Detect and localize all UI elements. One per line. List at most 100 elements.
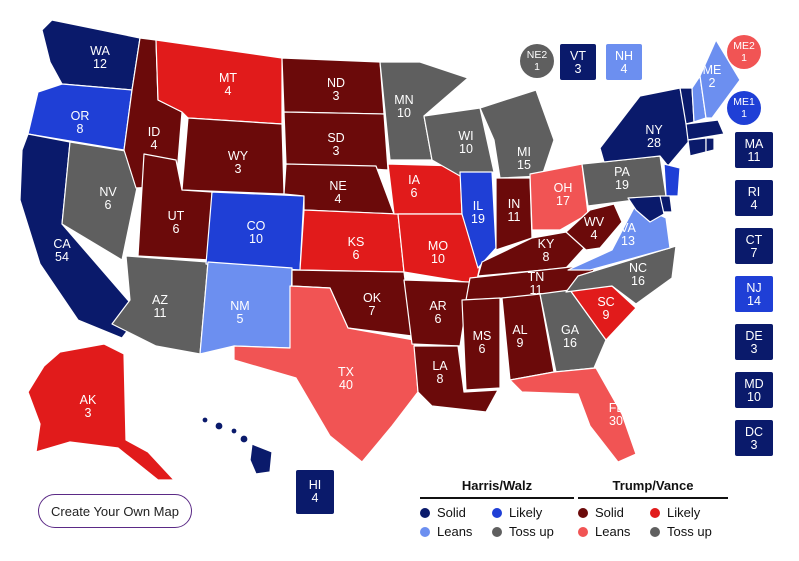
state-label-IL: IL 19 xyxy=(471,199,485,226)
state-labels: WA 12 OR 8 CA 54 NV 6 ID 4 MT 4 WY 3 UT 6 AZ 11 C… xyxy=(53,44,721,428)
state-MD[interactable] xyxy=(627,195,665,223)
state-label-OH: OH 17 xyxy=(554,181,573,208)
state-shapes xyxy=(19,19,741,481)
svg-text:CT7: CT 7 xyxy=(746,233,763,260)
svg-text:DE3: DE 3 xyxy=(745,329,762,356)
state-label-OR: OR 8 xyxy=(71,109,90,136)
state-label-UT: UT 6 xyxy=(168,209,185,236)
dem-likely-swatch xyxy=(492,507,502,518)
box-DE[interactable]: DE 3 xyxy=(735,324,773,360)
box-NH[interactable]: NH 4 xyxy=(606,44,642,80)
state-label-WY: WY 3 xyxy=(228,149,249,176)
state-label-WA: WA 12 xyxy=(90,44,110,71)
legend-trump-vance: Trump/Vance Solid Likely Leans Toss up xyxy=(578,478,728,539)
legend-harris-walz: Harris/Walz Solid Likely Leans Toss up xyxy=(420,478,574,539)
state-NC[interactable] xyxy=(565,245,677,305)
state-label-ME: ME 2 xyxy=(703,63,722,90)
box-MD[interactable]: MD 10 xyxy=(735,372,773,408)
state-label-VA: VA 13 xyxy=(620,221,636,248)
district-NE2[interactable]: NE2 1 xyxy=(520,44,554,78)
box-HI[interactable]: HI 4 xyxy=(296,470,334,514)
state-label-NC: NC 16 xyxy=(629,261,647,288)
state-label-MS: MS 6 xyxy=(473,329,492,356)
state-label-NY: NY 28 xyxy=(645,123,663,150)
state-HI[interactable] xyxy=(201,416,273,475)
state-label-MO: MO 10 xyxy=(428,239,448,266)
state-ME[interactable] xyxy=(699,39,741,119)
legend-dem-solid: Solid xyxy=(420,505,492,520)
state-label-PA: PA 19 xyxy=(614,165,630,192)
state-MS[interactable] xyxy=(461,297,501,391)
box-MA[interactable]: MA 11 xyxy=(735,132,773,168)
state-NJ[interactable] xyxy=(663,163,681,197)
svg-text:DC3: DC 3 xyxy=(745,425,763,452)
state-label-TN: TN 11 xyxy=(528,270,545,297)
create-your-own-map-button[interactable]: Create Your Own Map xyxy=(38,494,192,528)
legend-rep-title: Trump/Vance xyxy=(578,478,728,499)
state-label-AL: AL 9 xyxy=(512,323,527,350)
legend-dem-items: Solid Likely Leans Toss up xyxy=(420,505,574,539)
svg-text:HI4: HI 4 xyxy=(309,478,322,505)
state-label-MN: MN 10 xyxy=(394,93,413,120)
state-VA[interactable] xyxy=(567,203,671,271)
state-label-NE: NE 4 xyxy=(329,179,346,206)
state-label-OK: OK 7 xyxy=(363,291,382,318)
svg-text:NH4: NH 4 xyxy=(615,49,633,76)
legend-rep-likely: Likely xyxy=(650,505,730,520)
legend-rep-solid: Solid xyxy=(578,505,650,520)
box-DC[interactable]: DC 3 xyxy=(735,420,773,456)
state-label-IN: IN 11 xyxy=(508,197,521,224)
svg-text:VT3: VT 3 xyxy=(570,49,586,76)
box-VT[interactable]: VT 3 xyxy=(560,44,596,80)
state-RI[interactable] xyxy=(705,137,715,153)
state-CT[interactable] xyxy=(687,137,707,157)
state-OR[interactable] xyxy=(27,83,133,151)
legend-dem-leans: Leans xyxy=(420,524,492,539)
state-NV[interactable] xyxy=(61,141,145,261)
state-label-CO: CO 10 xyxy=(247,219,266,246)
hi-island xyxy=(201,416,209,424)
legend-dem-title: Harris/Walz xyxy=(420,478,574,499)
legend-dem-likely: Likely xyxy=(492,505,572,520)
state-label-AR: AR 6 xyxy=(429,299,446,326)
district-ME1[interactable]: ME1 1 xyxy=(727,91,761,125)
box-CT[interactable]: CT 7 xyxy=(735,228,773,264)
legend-rep-items: Solid Likely Leans Toss up xyxy=(578,505,728,539)
state-WV[interactable] xyxy=(565,203,623,251)
state-OH[interactable] xyxy=(529,163,589,231)
district-ME2[interactable]: ME2 1 xyxy=(727,35,761,69)
state-TX[interactable] xyxy=(233,285,419,463)
state-AK[interactable] xyxy=(27,343,175,481)
state-label-LA: LA 8 xyxy=(432,359,448,386)
state-AR[interactable] xyxy=(403,279,471,347)
state-label-NV: NV 6 xyxy=(99,185,117,212)
state-label-NM: NM 5 xyxy=(230,299,249,326)
state-GA[interactable] xyxy=(539,289,607,373)
state-MA[interactable] xyxy=(685,119,725,141)
state-label-KY: KY 8 xyxy=(538,237,555,264)
legend-rep-leans: Leans xyxy=(578,524,650,539)
state-NY[interactable] xyxy=(599,87,691,167)
hi-island xyxy=(249,443,273,475)
state-label-AZ: AZ 11 xyxy=(152,293,168,320)
state-label-WV: WV 4 xyxy=(584,215,605,242)
svg-text:RI4: RI 4 xyxy=(748,185,761,212)
state-label-ND: ND 3 xyxy=(327,76,345,103)
legend-dem-tossup: Toss up xyxy=(492,524,572,539)
state-label-FL: FL 30 xyxy=(609,401,624,428)
state-SD[interactable] xyxy=(283,111,389,171)
state-label-CA: CA 54 xyxy=(53,237,71,264)
box-RI[interactable]: RI 4 xyxy=(735,180,773,216)
state-IA[interactable] xyxy=(387,163,463,215)
box-NJ[interactable]: NJ 14 xyxy=(735,276,773,312)
state-label-SC: SC 9 xyxy=(597,295,614,322)
rep-leans-swatch xyxy=(578,526,588,537)
state-label-AK: AK 3 xyxy=(80,393,97,420)
state-LA[interactable] xyxy=(413,345,499,413)
hi-island xyxy=(230,427,238,435)
state-IL[interactable] xyxy=(459,171,497,269)
state-FL[interactable] xyxy=(509,367,637,463)
rep-solid-swatch xyxy=(578,507,588,518)
